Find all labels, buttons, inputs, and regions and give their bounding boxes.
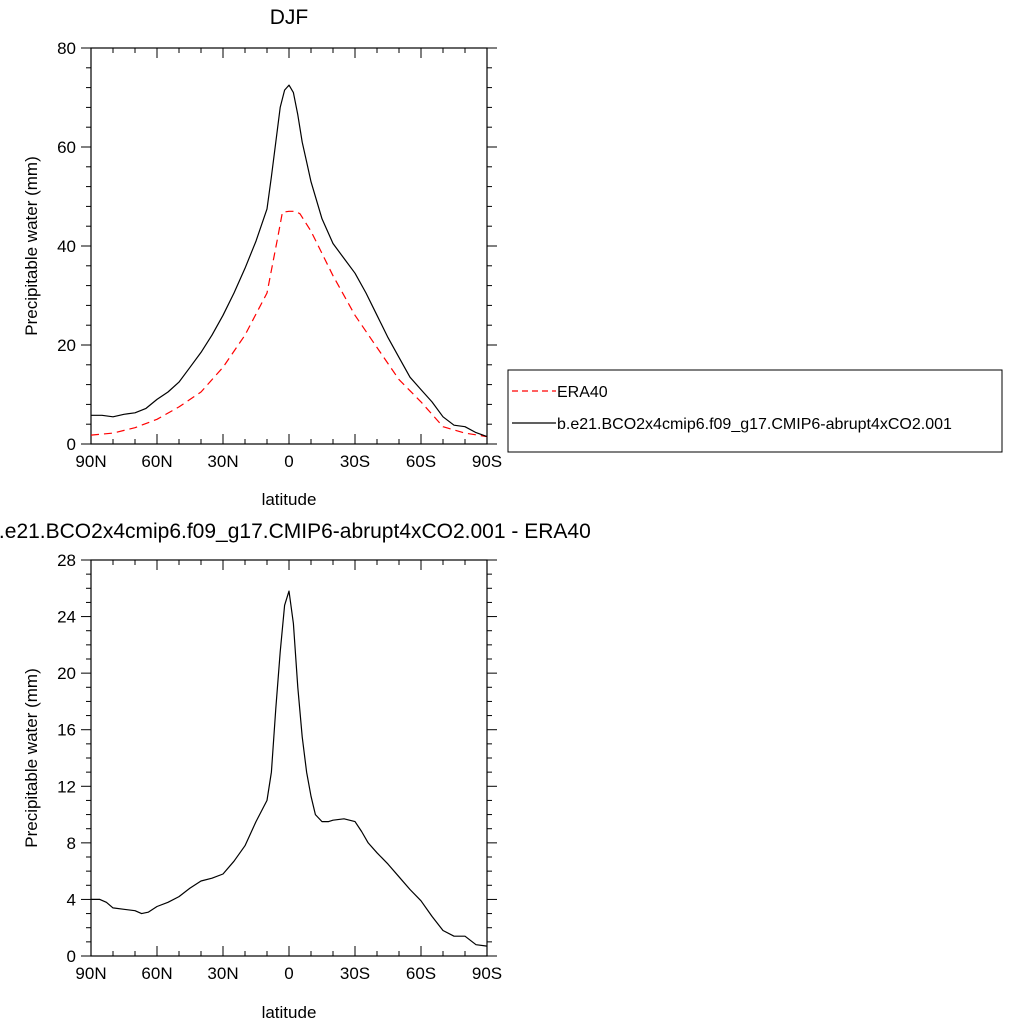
bottom-x-tick-label: 30S <box>340 964 370 983</box>
top-x-tick-label: 60N <box>141 452 172 471</box>
bottom-x-tick-label: 90N <box>75 964 106 983</box>
bottom-series-lines <box>91 590 488 947</box>
bottom-x-axis-label: latitude <box>262 1003 317 1022</box>
top-x-axis-label: latitude <box>262 490 317 509</box>
top-panel: DJF Precipitable water (mm) latitude 90N… <box>22 6 502 509</box>
legend-box <box>507 369 1003 453</box>
bottom-y-tick-label: 0 <box>67 947 76 966</box>
top-series-line-1 <box>91 84 488 438</box>
top-y-tick-label: 80 <box>57 39 76 58</box>
top-y-axis-label: Precipitable water (mm) <box>22 156 41 336</box>
bottom-x-tick-label: 30N <box>207 964 238 983</box>
bottom-x-tick-label: 60N <box>141 964 172 983</box>
bottom-axis-ticks: 90N 60N 30N 0 30S 60S 90S 0 4 8 12 16 20 24 28 <box>57 551 502 983</box>
top-series-line-0 <box>90 210 488 438</box>
top-y-tick-label: 0 <box>67 435 76 454</box>
top-y-tick-label: 60 <box>57 138 76 157</box>
bottom-y-tick-label: 20 <box>57 664 76 683</box>
bottom-panel: b.e21.BCO2x4cmip6.f09_g17.CMIP6-abrupt4x… <box>0 520 591 1022</box>
top-x-tick-label: 30S <box>340 452 370 471</box>
top-x-tick-label: 0 <box>284 452 293 471</box>
bottom-y-tick-label: 4 <box>67 890 76 909</box>
bottom-x-tick-label: 0 <box>284 964 293 983</box>
bottom-y-tick-label: 8 <box>67 834 76 853</box>
bottom-y-axis-label: Precipitable water (mm) <box>22 668 41 848</box>
top-chart-title: DJF <box>270 6 309 29</box>
bottom-chart-title: b.e21.BCO2x4cmip6.f09_g17.CMIP6-abrupt4x… <box>0 520 591 543</box>
top-series-lines <box>90 84 488 438</box>
top-x-tick-label: 30N <box>207 452 238 471</box>
top-x-tick-label: 60S <box>406 452 436 471</box>
legend-label-model: b.e21.BCO2x4cmip6.f09_g17.CMIP6-abrupt4x… <box>557 416 952 433</box>
top-x-tick-label: 90S <box>472 452 502 471</box>
top-x-tick-label: 90N <box>75 452 106 471</box>
bottom-plot-frame <box>90 559 488 957</box>
top-y-tick-label: 20 <box>57 336 76 355</box>
bottom-series-line-0 <box>91 590 488 947</box>
bottom-y-tick-label: 12 <box>57 777 76 796</box>
bottom-y-tick-label: 24 <box>57 608 76 627</box>
bottom-x-tick-label: 60S <box>406 964 436 983</box>
bottom-y-tick-label: 16 <box>57 721 76 740</box>
top-plot-frame <box>90 47 488 445</box>
bottom-x-tick-label: 90S <box>472 964 502 983</box>
legend: ERA40 b.e21.BCO2x4cmip6.f09_g17.CMIP6-ab… <box>507 369 1003 453</box>
top-axis-ticks: 90N 60N 30N 0 30S 60S 90S 0 20 40 60 80 <box>57 39 502 471</box>
bottom-y-tick-label: 28 <box>57 551 76 570</box>
legend-label-era40: ERA40 <box>557 384 608 401</box>
top-y-tick-label: 40 <box>57 237 76 256</box>
